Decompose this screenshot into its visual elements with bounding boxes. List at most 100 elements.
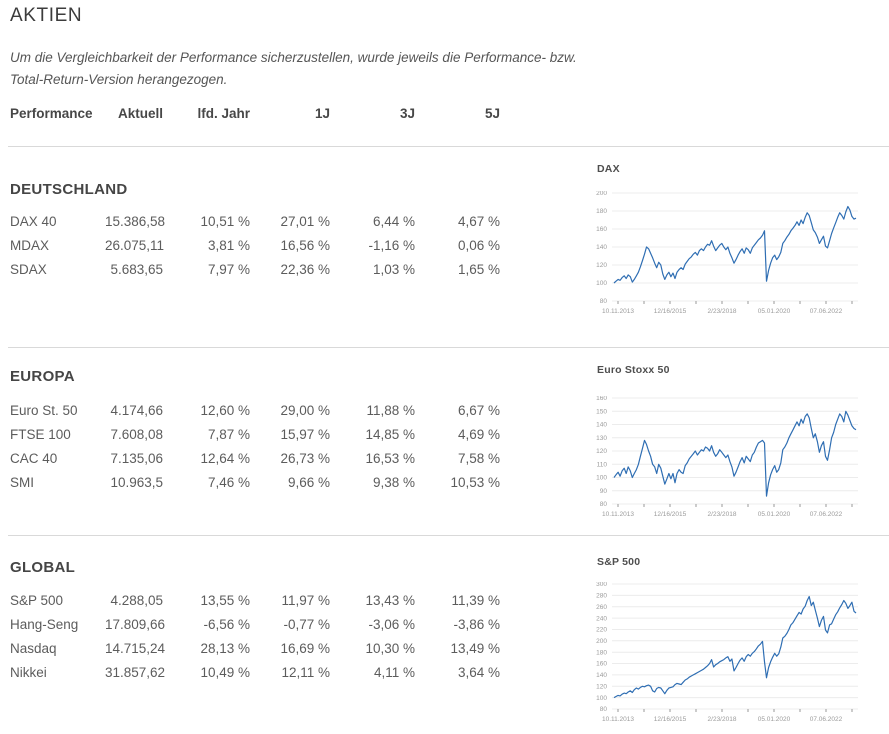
row-label: CAC 40 (10, 450, 58, 466)
row-label: Euro St. 50 (10, 402, 78, 418)
row-value-4: 13,49 % (450, 640, 500, 656)
row-value-4: 6,67 % (457, 402, 500, 418)
euro-stoxx-50-line-chart: 80 90 100 110 120 130 140 150 160 10.11.2013 12/16… (596, 395, 858, 518)
svg-text:12/16/2015: 12/16/2015 (654, 511, 687, 518)
row-value-1: 7,97 % (207, 261, 250, 277)
row-value-4: 11,39 % (451, 592, 500, 608)
svg-text:130: 130 (596, 435, 607, 442)
row-value-0: 31.857,62 (105, 664, 166, 680)
row-value-2: 16,69 % (280, 640, 330, 656)
svg-text:100: 100 (596, 475, 607, 482)
column-header-1j: 1J (314, 106, 330, 121)
column-header-lfd-jahr: lfd. Jahr (197, 106, 250, 121)
s-p-500-line-chart: 80 100 120 140 160 180 200 220 240 260 280 300 10.11… (596, 581, 858, 723)
section-heading-deutschland: DEUTSCHLAND (10, 181, 128, 198)
row-value-1: 3,81 % (207, 237, 250, 253)
svg-text:07.06.2022: 07.06.2022 (810, 511, 843, 518)
row-value-1: 28,13 % (200, 640, 250, 656)
row-value-0: 14.715,24 (105, 640, 166, 656)
svg-text:280: 280 (596, 593, 607, 600)
svg-text:160: 160 (596, 661, 607, 668)
row-value-0: 4.288,05 (110, 592, 163, 608)
row-value-2: 27,01 % (280, 213, 330, 229)
table-row: MDAX 26.075,11 3,81 % 16,56 % -1,16 % 0,06 % (10, 233, 500, 257)
row-value-3: 11,88 % (366, 402, 415, 418)
row-value-4: -3,86 % (453, 616, 500, 632)
svg-text:05.01.2020: 05.01.2020 (758, 511, 791, 518)
chart-title-s-p-500: S&P 500 (597, 556, 641, 568)
row-label: FTSE 100 (10, 426, 71, 442)
svg-text:110: 110 (597, 462, 608, 469)
svg-text:05.01.2020: 05.01.2020 (758, 308, 791, 315)
dax-line-chart: 80 100 120 140 160 180 200 10.11.2013 12/16/2015… (596, 190, 858, 315)
table-row: SMI 10.963,5 7,46 % 9,66 % 9,38 % 10,53 % (10, 470, 500, 494)
row-label: SMI (10, 474, 35, 490)
svg-text:240: 240 (596, 615, 607, 622)
svg-text:120: 120 (596, 262, 607, 269)
row-label: SDAX (10, 261, 47, 277)
row-value-0: 15.386,58 (105, 213, 166, 229)
section-rows: S&P 500 4.288,05 13,55 % 11,97 % 13,43 % 11,3… (10, 588, 500, 684)
svg-text:100: 100 (596, 280, 607, 287)
svg-text:160: 160 (596, 226, 607, 233)
svg-text:100: 100 (596, 695, 607, 702)
svg-text:2/23/2018: 2/23/2018 (708, 716, 737, 723)
svg-text:07.06.2022: 07.06.2022 (810, 308, 843, 315)
row-value-1: 7,87 % (207, 426, 250, 442)
svg-text:80: 80 (600, 298, 608, 305)
svg-text:180: 180 (596, 649, 607, 656)
svg-text:180: 180 (596, 208, 607, 215)
chart-title-dax: DAX (597, 163, 620, 175)
table-row: Euro St. 50 4.174,66 12,60 % 29,00 % 11,88 %… (10, 398, 500, 422)
row-label: DAX 40 (10, 213, 57, 229)
row-value-0: 4.174,66 (110, 402, 163, 418)
chart-s-p-500: 80 100 120 140 160 180 200 220 240 260 280 300 10.11… (564, 581, 864, 734)
row-value-2: 9,66 % (287, 474, 330, 490)
row-value-2: 26,73 % (280, 450, 330, 466)
row-value-3: -3,06 % (368, 616, 415, 632)
svg-text:12/16/2015: 12/16/2015 (654, 716, 687, 723)
section-divider (8, 146, 889, 147)
table-row: Hang-Seng 17.809,66 -6,56 % -0,77 % -3,06 % -… (10, 612, 500, 636)
svg-text:300: 300 (596, 582, 607, 588)
table-row: S&P 500 4.288,05 13,55 % 11,97 % 13,43 % 11,3… (10, 588, 500, 612)
row-value-0: 7.608,08 (110, 426, 163, 442)
svg-text:140: 140 (596, 672, 607, 679)
section-divider (8, 535, 889, 536)
svg-text:07.06.2022: 07.06.2022 (810, 716, 843, 723)
row-value-4: 1,65 % (457, 261, 500, 277)
chart-dax: 80 100 120 140 160 180 200 10.11.2013 12/16/2015… (564, 190, 864, 328)
row-value-4: 7,58 % (457, 450, 500, 466)
row-value-1: -6,56 % (203, 616, 250, 632)
row-value-2: 22,36 % (280, 261, 330, 277)
section-divider (8, 347, 889, 348)
row-value-2: -0,77 % (283, 616, 330, 632)
svg-text:10.11.2013: 10.11.2013 (602, 308, 634, 315)
row-value-3: 16,53 % (365, 450, 415, 466)
row-value-2: 29,00 % (280, 402, 330, 418)
row-label: Nasdaq (10, 640, 57, 656)
row-value-4: 3,64 % (457, 664, 500, 680)
page-title: AKTIEN (10, 5, 83, 26)
svg-text:140: 140 (596, 244, 607, 251)
row-value-3: 14,85 % (365, 426, 415, 442)
row-value-1: 10,51 % (200, 213, 250, 229)
row-label: MDAX (10, 237, 50, 253)
row-value-0: 10.963,5 (110, 474, 163, 490)
column-header-5j: 5J (484, 106, 500, 121)
table-row: CAC 40 7.135,06 12,64 % 26,73 % 16,53 % 7,58 … (10, 446, 500, 470)
row-label: S&P 500 (10, 592, 64, 608)
row-value-0: 5.683,65 (110, 261, 163, 277)
section-heading-global: GLOBAL (10, 559, 76, 576)
row-value-0: 7.135,06 (110, 450, 163, 466)
table-row: Nasdaq 14.715,24 28,13 % 16,69 % 10,30 % 13,4… (10, 636, 500, 660)
row-value-4: 0,06 % (457, 237, 500, 253)
section-heading-europa: EUROPA (10, 368, 75, 385)
svg-text:160: 160 (596, 396, 607, 402)
row-label: Hang-Seng (10, 616, 79, 632)
chart-title-euro-stoxx-50: Euro Stoxx 50 (597, 364, 670, 376)
svg-text:80: 80 (600, 706, 608, 713)
svg-text:12/16/2015: 12/16/2015 (654, 308, 687, 315)
svg-text:150: 150 (596, 409, 607, 416)
